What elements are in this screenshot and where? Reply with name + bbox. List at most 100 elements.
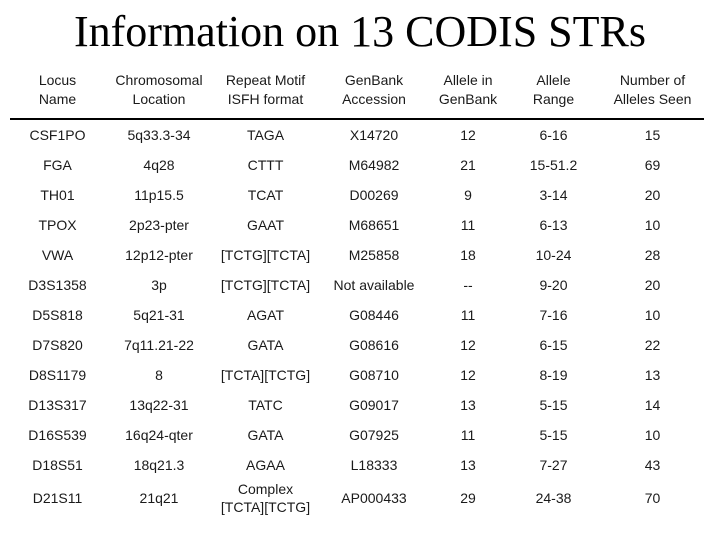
allele-in-genbank-cell: 11 (460, 216, 476, 233)
alleles-seen-cell: 10 (644, 426, 661, 443)
table-row: VWA 12p12-pter [TCTG][TCTA] M25858 18 10-24 28 (10, 240, 704, 270)
alleles-seen-cell: 69 (644, 156, 661, 173)
allele-in-genbank-cell: 12 (460, 366, 476, 383)
allele-range-cell: 9-20 (539, 276, 568, 293)
allele-in-genbank-cell: 21 (460, 156, 476, 173)
locus-name-cell: D18S51 (32, 456, 83, 473)
chromosomal-location-cell: 3p (151, 276, 167, 293)
chromosomal-location-cell: 13q22-31 (129, 396, 189, 413)
header-allele-in-genbank: Allele in GenBank (430, 67, 506, 120)
allele-in-genbank-cell: 11 (460, 426, 476, 443)
allele-range-cell: 6-15 (539, 336, 568, 353)
locus-name-cell: TH01 (40, 186, 75, 203)
genbank-accession-cell: X14720 (349, 126, 399, 143)
locus-name-cell: D5S818 (32, 306, 83, 323)
header-genbank-accession: GenBank Accession (318, 67, 430, 120)
allele-range-cell: 5-15 (539, 396, 568, 413)
repeat-motif-cell: TATC (248, 396, 283, 413)
allele-in-genbank-cell: 13 (460, 396, 476, 413)
repeat-motif-cell: GATA (247, 426, 284, 443)
locus-name-cell: CSF1PO (29, 126, 86, 143)
table-row: FGA 4q28 CTTT M64982 21 15-51.2 69 (10, 150, 704, 180)
locus-name-cell: VWA (41, 246, 74, 263)
allele-in-genbank-cell: -- (463, 276, 473, 293)
header-repeat-motif: Repeat Motif ISFH format (213, 67, 318, 120)
repeat-motif-cell: TAGA (246, 126, 285, 143)
chromosomal-location-cell: 16q24-qter (125, 426, 193, 443)
alleles-seen-cell: 15 (644, 126, 661, 143)
genbank-accession-cell: M64982 (348, 156, 400, 173)
header-allele-range: Allele Range (506, 67, 601, 120)
repeat-motif-cell: [TCTA][TCTG] (220, 366, 311, 383)
repeat-motif-cell: GAAT (246, 216, 285, 233)
genbank-accession-cell: G08710 (349, 366, 399, 383)
locus-name-cell: D8S1179 (28, 366, 87, 383)
genbank-accession-cell: G08446 (349, 306, 399, 323)
table-row: D16S539 16q24-qter GATA G07925 11 5-15 10 (10, 420, 704, 450)
table-row: TH01 11p15.5 TCAT D00269 9 3-14 20 (10, 180, 704, 210)
chromosomal-location-cell: 18q21.3 (133, 456, 185, 473)
locus-name-cell: TPOX (38, 216, 77, 233)
alleles-seen-cell: 20 (644, 276, 661, 293)
locus-name-cell: D13S317 (28, 396, 87, 413)
chromosomal-location-cell: 8 (155, 366, 163, 383)
chromosomal-location-cell: 7q11.21-22 (124, 336, 194, 353)
repeat-motif-cell: [TCTG][TCTA] (220, 276, 311, 293)
alleles-seen-cell: 70 (644, 489, 661, 506)
allele-in-genbank-cell: 13 (460, 456, 476, 473)
table-row: D8S1179 8 [TCTA][TCTG] G08710 12 8-19 13 (10, 360, 704, 390)
genbank-accession-cell: AP000433 (341, 489, 407, 506)
table-row: TPOX 2p23-pter GAAT M68651 11 6-13 10 (10, 210, 704, 240)
table-row: D18S51 18q21.3 AGAA L18333 13 7-27 43 (10, 450, 704, 480)
alleles-seen-cell: 10 (644, 216, 661, 233)
allele-range-cell: 6-16 (539, 126, 568, 143)
repeat-motif-cell: GATA (247, 336, 284, 353)
genbank-accession-cell: G08616 (349, 336, 399, 353)
header-chromosomal-location: Chromosomal Location (105, 67, 213, 120)
header-locus-name: Locus Name (10, 67, 105, 120)
alleles-seen-cell: 13 (644, 366, 661, 383)
allele-in-genbank-cell: 12 (460, 336, 476, 353)
allele-range-cell: 10-24 (535, 246, 572, 263)
allele-in-genbank-cell: 18 (460, 246, 476, 263)
allele-range-cell: 5-15 (539, 426, 568, 443)
table-body: CSF1PO 5q33.3-34 TAGA X14720 12 6-16 15 FGA 4q28… (10, 119, 704, 516)
chromosomal-location-cell: 2p23-pter (129, 216, 189, 233)
allele-range-cell: 24-38 (535, 489, 572, 506)
genbank-accession-cell: G09017 (349, 396, 399, 413)
allele-in-genbank-cell: 9 (464, 186, 472, 203)
chromosomal-location-cell: 4q28 (143, 156, 175, 173)
repeat-motif-cell: [TCTG][TCTA] (220, 246, 311, 263)
repeat-motif-cell: CTTT (247, 156, 284, 173)
alleles-seen-cell: 14 (644, 396, 661, 413)
allele-in-genbank-cell: 29 (460, 489, 476, 506)
table-row: CSF1PO 5q33.3-34 TAGA X14720 12 6-16 15 (10, 119, 704, 150)
chromosomal-location-cell: 5q33.3-34 (127, 126, 191, 143)
genbank-accession-cell: M25858 (348, 246, 400, 263)
chromosomal-location-cell: 11p15.5 (134, 186, 184, 203)
table-header-row: Locus Name Chromosomal Location Repeat M… (10, 67, 704, 120)
header-number-of-alleles: Number of Alleles Seen (601, 67, 704, 120)
alleles-seen-cell: 28 (644, 246, 661, 263)
genbank-accession-cell: L18333 (350, 456, 398, 473)
allele-range-cell: 8-19 (539, 366, 568, 383)
chromosomal-location-cell: 12p12-pter (125, 246, 193, 263)
locus-name-cell: D16S539 (28, 426, 87, 443)
table-row: D3S1358 3p [TCTG][TCTA] Not available -- 9-20… (10, 270, 704, 300)
table-row: D5S818 5q21-31 AGAT G08446 11 7-16 10 (10, 300, 704, 330)
codis-str-table: Locus Name Chromosomal Location Repeat M… (10, 67, 704, 516)
allele-in-genbank-cell: 11 (460, 306, 476, 323)
table-row: D21S11 21q21 Complex [TCTA][TCTG] AP000433 2… (10, 480, 704, 516)
table-row: D7S820 7q11.21-22 GATA G08616 12 6-15 22 (10, 330, 704, 360)
locus-name-cell: D7S820 (32, 336, 83, 353)
alleles-seen-cell: 22 (644, 336, 661, 353)
locus-name-cell: FGA (43, 156, 72, 173)
repeat-motif-cell: Complex [TCTA][TCTG] (220, 480, 311, 515)
repeat-motif-cell: TCAT (247, 186, 284, 203)
allele-range-cell: 6-13 (539, 216, 568, 233)
table-row: D13S317 13q22-31 TATC G09017 13 5-15 14 (10, 390, 704, 420)
alleles-seen-cell: 10 (644, 306, 661, 323)
chromosomal-location-cell: 21q21 (139, 489, 179, 506)
allele-range-cell: 15-51.2 (529, 156, 578, 173)
genbank-accession-cell: M68651 (348, 216, 400, 233)
